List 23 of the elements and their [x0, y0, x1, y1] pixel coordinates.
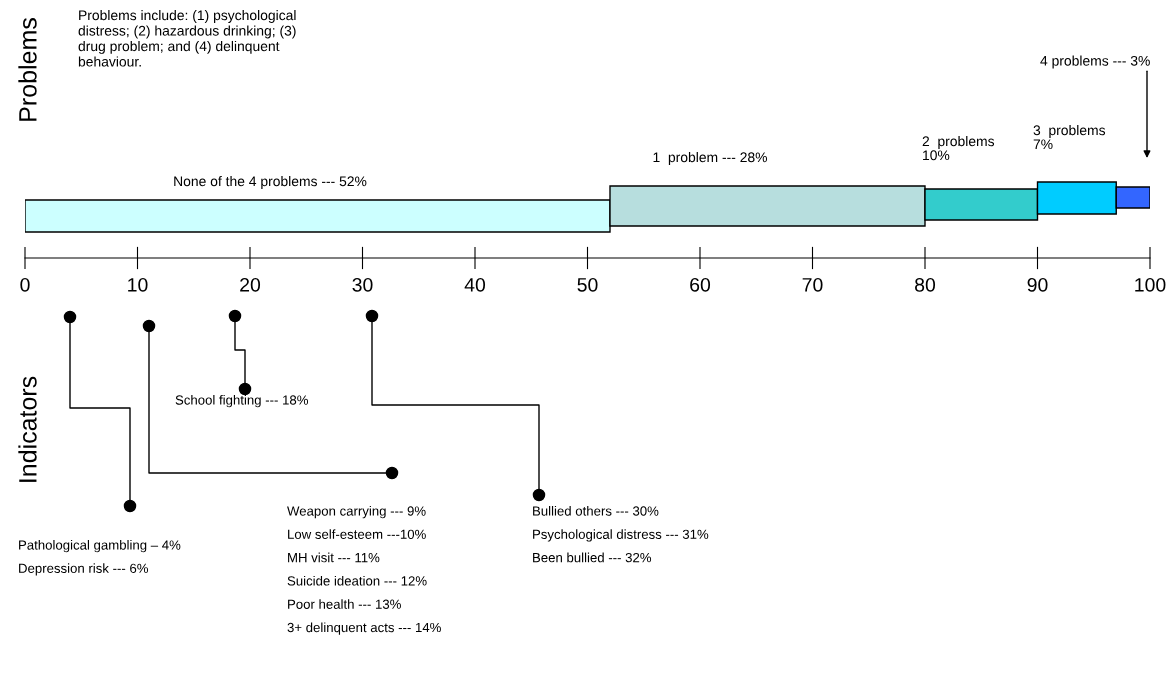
text: 1 problem --- 28%	[653, 152, 768, 165]
text: Weapon carrying --- 9% Low self-esteem ---10% MH visit --- 11% Suicide ideation --- 12% Poor health --- 13% 3+ delinquent acts --- 14%	[287, 506, 441, 635]
x-tick-label: 40	[464, 277, 486, 292]
x-tick-label: 80	[915, 277, 936, 292]
text: Indicators	[18, 376, 37, 482]
x-tick-label: 90	[1027, 277, 1048, 292]
annotation: None of the 4 problems --- 52%	[174, 176, 367, 189]
text: School fighting --- 18%	[175, 395, 309, 408]
x-tick-label: 20	[240, 277, 261, 292]
x-tick-label: 10	[128, 277, 148, 292]
text: Bullied others --- 30% Psychological distress --- 31% Been bullied --- 32%	[533, 506, 709, 563]
x-tick-label: 50	[577, 277, 598, 292]
text: 3 problems 7%	[1033, 125, 1106, 150]
text: Problems include: (1) psychological distress; (2) hazardous drinking; (3) drug problem; and (4) delinquent behaviour.	[78, 10, 296, 67]
text: 4 problems --- 3%	[1040, 55, 1150, 69]
x-tick-label: 60	[690, 277, 711, 292]
x-tick-label: 0	[20, 277, 30, 292]
y-axis-title: Problems	[18, 18, 37, 121]
x-tick-label: 30	[352, 277, 373, 292]
text: Pathological gambling – 4% Depression risk --- 6%	[19, 540, 181, 576]
text: 2 problems 10%	[922, 136, 995, 161]
x-tick-label: 100	[1135, 277, 1166, 292]
x-tick-label: 70	[802, 277, 823, 292]
